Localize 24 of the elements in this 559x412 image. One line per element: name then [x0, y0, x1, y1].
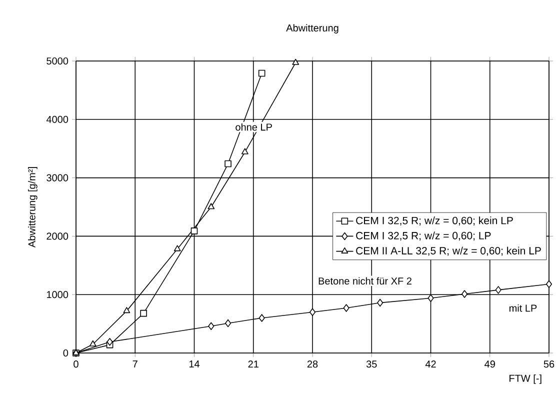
annotation: mit LP	[509, 304, 537, 312]
annotation: Betone nicht für XF 2	[318, 277, 412, 285]
y-tick-label: 2000	[46, 232, 68, 240]
x-tick-label: 21	[248, 360, 258, 368]
chart-title: Abwitterung	[286, 24, 338, 34]
x-tick-label: 7	[132, 360, 138, 368]
x-tick-label: 28	[307, 360, 318, 368]
legend-label: CEM I 32,5 R; w/z = 0,60; kein LP	[356, 216, 513, 226]
x-tick-label: 14	[189, 360, 200, 368]
y-tick-label: 5000	[46, 57, 68, 65]
annotation: ohne LP	[236, 123, 272, 131]
x-tick-label: 42	[425, 360, 436, 368]
legend-label: CEM I 32,5 R; w/z = 0,60; LP	[356, 232, 491, 241]
x-axis-title: FTW [-]	[510, 374, 542, 384]
x-tick-label: 35	[366, 360, 377, 368]
legend-label: CEM II A-LL 32,5 R; w/z = 0,60; kein LP	[356, 246, 541, 256]
y-tick-label: 1000	[46, 291, 68, 298]
x-tick-label: 0	[74, 360, 78, 368]
x-tick-label: 56	[544, 360, 554, 368]
y-tick-label: 3000	[46, 174, 68, 182]
y-tick-label: 4000	[46, 116, 68, 123]
y-axis-title: Abwitterung [g/m²]	[28, 167, 38, 248]
y-tick-label: 0	[63, 349, 68, 357]
x-tick-label: 49	[484, 360, 495, 368]
